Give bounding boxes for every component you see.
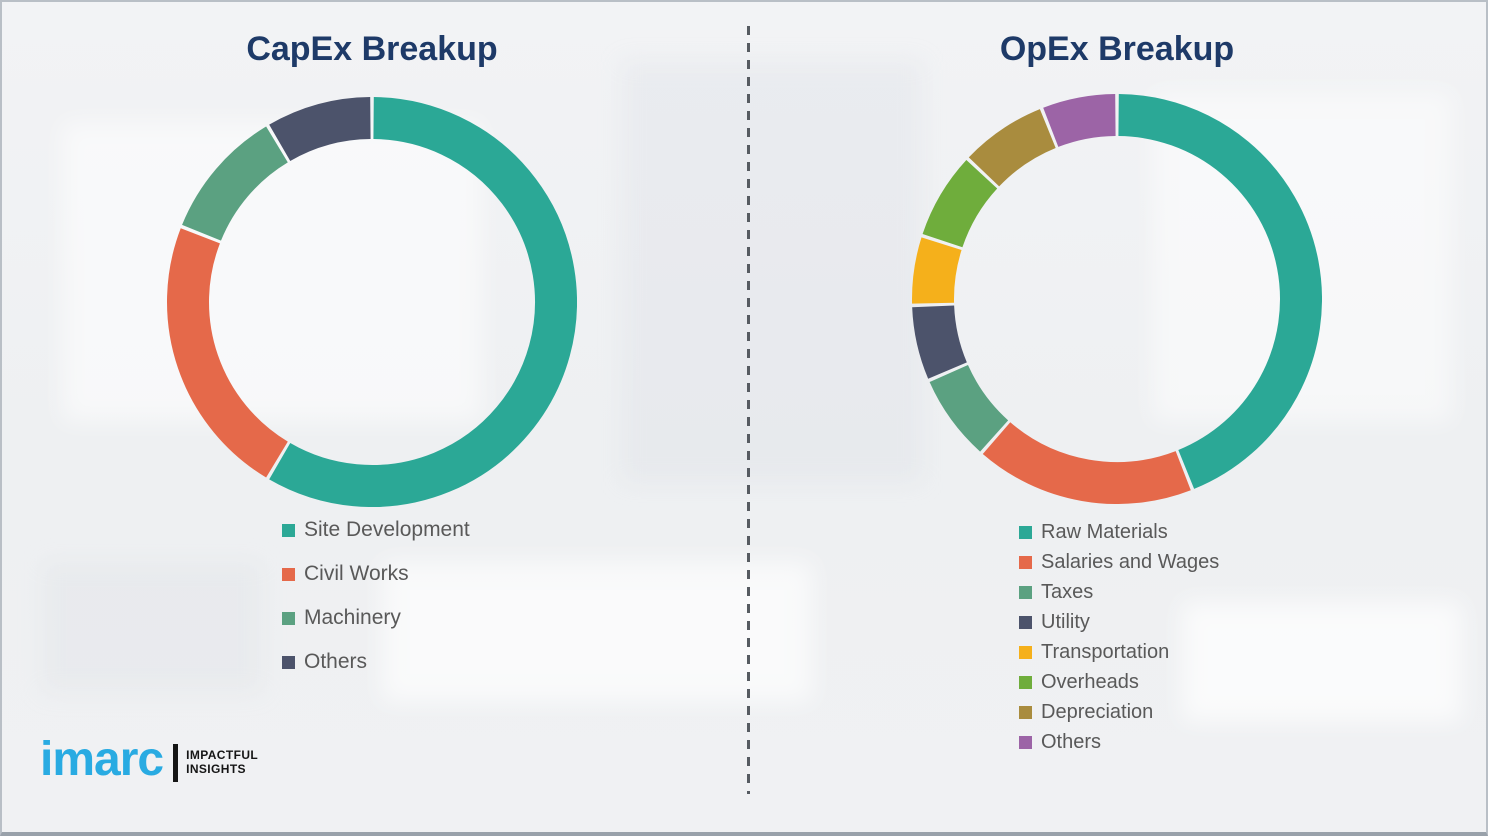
capex-legend: Site Development Civil Works Machinery Othe… [282,508,470,684]
imarc-logo-tagline-line1: IMPACTFUL [186,748,259,763]
legend-label: Utility [1041,610,1090,633]
legend-swatch [1019,705,1032,719]
legend-item-depreciation: Depreciation [1019,697,1219,727]
legend-item-salaries-and-wages: Salaries and Wages [1019,547,1219,577]
legend-item-taxes: Taxes [1019,577,1219,607]
legend-label: Transportation [1041,640,1170,663]
legend-item-others: Others [282,640,470,684]
legend-label: Others [304,650,368,673]
legend-swatch [1019,615,1032,629]
donut-segment-site-development [269,97,577,507]
legend-item-site-development: Site Development [282,508,470,552]
legend-swatch [1019,675,1032,689]
donut-segment-transportation [912,237,962,304]
opex-legend: Raw Materials Salaries and Wages Taxes Util… [1019,517,1219,757]
legend-item-overheads: Overheads [1019,667,1219,697]
legend-label: Raw Materials [1041,520,1168,543]
donut-segment-overheads [922,159,998,248]
imarc-logo-wordmark: imarc [40,733,164,786]
donut-segment-depreciation [968,109,1057,187]
legend-label: Others [1041,730,1102,753]
legend-label: Salaries and Wages [1041,550,1220,573]
imarc-logo-tagline-line2: INSIGHTS [186,762,246,776]
donut-segment-others [269,97,372,162]
donut-segment-taxes [929,364,1009,452]
legend-swatch [1019,555,1032,569]
donut-segment-salaries-and-wages [982,421,1191,504]
divider-dashed-line [747,26,750,794]
legend-swatch [282,611,295,625]
legend-swatch [282,523,295,537]
capex-chart-title: CapEx Breakup [246,30,498,68]
legend-label: Taxes [1041,580,1094,603]
opex-donut-chart [912,94,1322,504]
legend-swatch [1019,585,1032,599]
background-patch [622,62,922,482]
legend-item-transportation: Transportation [1019,637,1219,667]
imarc-logo: imarc IMPACTFUL INSIGHTS [40,736,258,784]
imarc-logo-tagline: IMPACTFUL INSIGHTS [186,748,259,777]
legend-label: Machinery [304,606,401,629]
capex-donut-chart [167,97,577,507]
opex-chart-title: OpEx Breakup [999,30,1235,68]
legend-item-civil-works: Civil Works [282,552,470,596]
donut-segment-machinery [182,126,289,242]
legend-label: Site Development [304,518,470,541]
legend-swatch [1019,525,1032,539]
donut-segment-utility [912,304,968,379]
legend-item-machinery: Machinery [282,596,470,640]
donut-segment-raw-materials [1118,94,1322,489]
legend-swatch [282,567,295,581]
legend-item-utility: Utility [1019,607,1219,637]
background-patch [42,562,262,692]
legend-label: Depreciation [1041,700,1154,723]
background-patch [1182,602,1462,722]
legend-item-raw-materials: Raw Materials [1019,517,1219,547]
legend-swatch [282,655,295,669]
legend-swatch [1019,735,1032,749]
legend-label: Overheads [1041,670,1139,693]
donut-segment-others [1043,94,1117,148]
legend-label: Civil Works [304,562,409,585]
donut-segment-civil-works [167,228,289,478]
imarc-logo-divider-bar [173,744,179,782]
legend-swatch [1019,645,1032,659]
legend-item-others: Others [1019,727,1219,757]
